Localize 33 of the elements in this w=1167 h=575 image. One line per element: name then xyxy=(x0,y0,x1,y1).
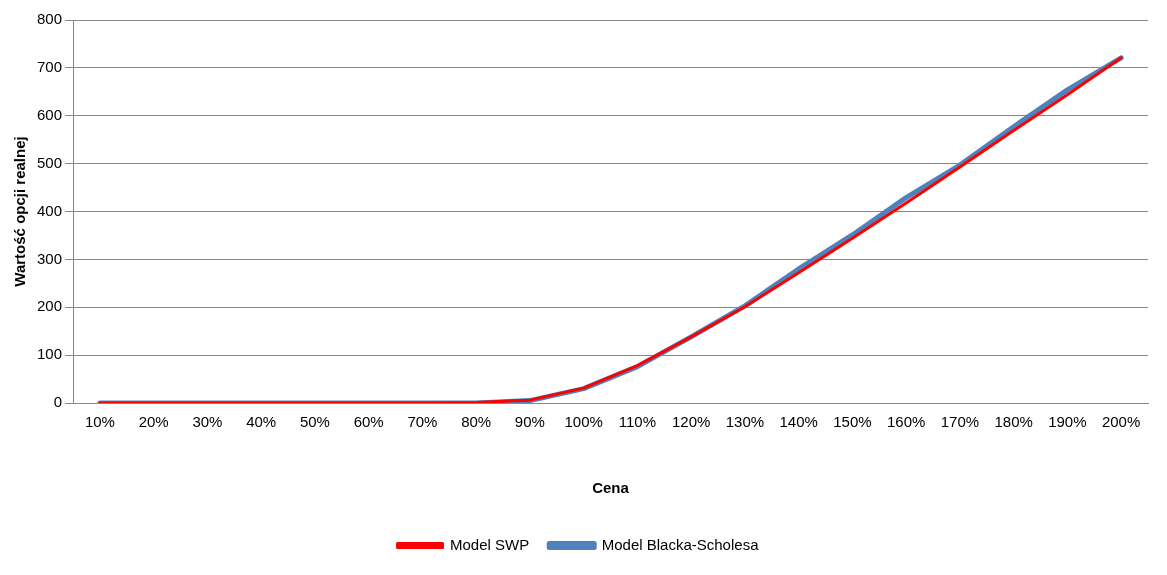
x-tick-label: 150% xyxy=(833,413,872,431)
x-tick-label: 120% xyxy=(671,413,711,431)
x-tick-label: 130% xyxy=(725,413,765,431)
y-tick-label: 600 xyxy=(37,105,63,123)
x-tick-label: 110% xyxy=(618,413,657,431)
x-tick-label: 90% xyxy=(514,413,545,431)
x-tick-label: 10% xyxy=(84,413,115,431)
y-tick-label: 300 xyxy=(37,249,63,267)
y-tick-label: 800 xyxy=(37,10,63,28)
x-tick-label: 100% xyxy=(564,413,603,431)
y-tick-label: 100 xyxy=(37,345,63,363)
legend-label: Model Blacka-Scholesa xyxy=(601,535,760,553)
x-tick-label: 160% xyxy=(886,413,926,431)
x-tick-label: 180% xyxy=(994,413,1033,431)
legend-label: Model SWP xyxy=(450,535,530,553)
x-tick-label: 80% xyxy=(461,413,492,431)
y-axis-title: Wartość opcji realnej xyxy=(11,136,29,287)
y-tick-label: 700 xyxy=(37,58,63,76)
x-tick-label: 190% xyxy=(1048,413,1087,431)
x-tick-label: 70% xyxy=(407,413,438,431)
x-tick-label: 60% xyxy=(353,413,384,431)
x-tick-label: 170% xyxy=(940,413,980,431)
y-tick-label: 0 xyxy=(53,393,63,411)
x-tick-label: 20% xyxy=(138,413,169,431)
x-axis-title: Cena xyxy=(592,479,630,497)
y-tick-label: 500 xyxy=(37,153,63,171)
x-tick-label: 50% xyxy=(299,413,330,431)
x-tick-label: 40% xyxy=(246,413,277,431)
y-tick-label: 400 xyxy=(37,201,63,219)
y-tick-label: 200 xyxy=(37,297,63,315)
x-tick-label: 30% xyxy=(192,413,223,431)
x-tick-label: 140% xyxy=(779,413,818,431)
x-tick-label: 200% xyxy=(1101,413,1141,431)
